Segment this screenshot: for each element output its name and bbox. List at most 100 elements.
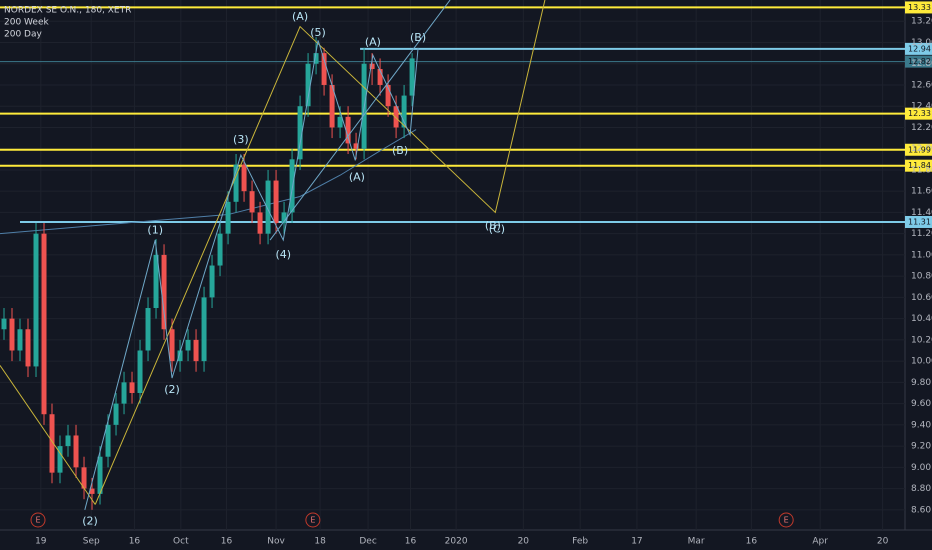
x-tick-label: 20 [518, 537, 530, 547]
candle-body [113, 403, 119, 425]
wave-label: (A) [292, 10, 308, 23]
level-tag [905, 1, 932, 14]
wave-label: (B) [485, 219, 501, 232]
candle-body [97, 456, 103, 494]
candle-body [161, 254, 167, 330]
y-tick-label: 11.80 [911, 165, 932, 175]
x-tick-label: 20 [877, 537, 889, 547]
x-tick-label: 16 [129, 537, 141, 547]
candle-body [305, 63, 311, 107]
y-tick-label: 10.00 [911, 357, 932, 367]
wave-label: (B) [392, 144, 408, 157]
candle-body [145, 308, 151, 351]
wave-label: (2) [82, 515, 98, 528]
y-tick-label: 12.20 [911, 123, 932, 133]
wave-label: (2) [164, 383, 180, 396]
candle-body [17, 329, 23, 351]
level-tag [905, 42, 932, 55]
x-tick-label: Sep [83, 537, 100, 547]
trend-line [94, 0, 546, 505]
candle-body [121, 382, 127, 404]
candle-body [153, 254, 159, 309]
candle-body [185, 339, 191, 351]
candle-body [249, 191, 255, 213]
wave-label: (C) [489, 222, 505, 235]
x-tick-label: 16 [221, 537, 233, 547]
x-tick-label: 16 [746, 537, 758, 547]
level-tag [905, 159, 932, 172]
legend-entry: 200 Day [4, 30, 42, 40]
x-tick-label: 17 [631, 537, 642, 547]
trend-line [84, 40, 419, 510]
candle-body [25, 329, 31, 367]
y-tick-label: 12.80 [911, 59, 932, 69]
y-tick-label: 13.00 [911, 38, 932, 48]
candle-body [81, 467, 87, 489]
level-label: 12.33 [908, 109, 931, 118]
candle-body [297, 106, 303, 160]
y-tick-label: 11.60 [911, 187, 932, 197]
candle-body [57, 446, 63, 473]
y-tick-label: 11.40 [911, 208, 932, 218]
candle-body [89, 488, 95, 494]
y-tick-label: 9.20 [911, 442, 931, 452]
wave-label: (A) [349, 170, 365, 183]
wave-label: (1) [147, 223, 163, 236]
y-tick-label: 11.00 [911, 250, 932, 260]
y-tick-label: 11.20 [911, 229, 932, 239]
candle-body [377, 69, 383, 85]
candle-body [273, 180, 279, 224]
candle-body [177, 350, 183, 362]
level-tag [905, 107, 932, 120]
x-tick-label: 18 [314, 537, 326, 547]
x-tick-label: 16 [405, 537, 417, 547]
level-label: 12.94 [908, 44, 931, 53]
candle-body [353, 143, 359, 149]
level-tag [905, 55, 932, 68]
y-tick-label: 10.60 [911, 293, 932, 303]
y-tick-label: 8.80 [911, 484, 931, 494]
x-tick-label: Oct [173, 537, 189, 547]
candle-body [137, 350, 143, 393]
candle-body [409, 58, 415, 96]
event-label: E [310, 516, 315, 525]
candle-body [209, 265, 215, 298]
candle-body [369, 63, 375, 70]
x-tick-label: 19 [35, 537, 47, 547]
y-tick-label: 9.80 [911, 378, 931, 388]
level-label: 11.31 [908, 217, 931, 226]
candle-body [233, 164, 239, 202]
y-tick-label: 9.40 [911, 420, 931, 430]
candle-body [225, 201, 231, 234]
x-tick-label: Apr [812, 537, 828, 547]
trend-line [269, 0, 451, 241]
y-tick-label: 10.20 [911, 335, 932, 345]
candle-body [65, 435, 71, 447]
candle-body [129, 382, 135, 393]
x-tick-label: Mar [688, 537, 705, 547]
trend-line [0, 365, 96, 505]
wave-label: (3) [233, 133, 249, 146]
chart-title: NORDEX SE O.N., 180, XETR [4, 6, 131, 16]
x-tick-label: 2020 [445, 537, 468, 547]
candle-body [321, 53, 327, 85]
candle-body [313, 53, 319, 64]
y-tick-label: 8.60 [911, 505, 931, 515]
wave-label: (5) [310, 26, 326, 39]
candle-body [281, 212, 287, 224]
event-marker [30, 512, 46, 528]
event-marker [778, 512, 794, 528]
event-marker [305, 512, 321, 528]
x-tick-label: Dec [359, 537, 376, 547]
candle-body [345, 116, 351, 144]
candle-body [241, 164, 247, 192]
candle-body [337, 116, 343, 128]
y-tick-label: 10.40 [911, 314, 932, 324]
y-tick-label: 10.80 [911, 272, 932, 282]
y-tick-label: 13.20 [911, 17, 932, 27]
level-tag [905, 215, 932, 228]
ma-line [0, 129, 417, 235]
level-tag [905, 143, 932, 156]
candle-body [201, 297, 207, 362]
candle-body [385, 84, 391, 107]
